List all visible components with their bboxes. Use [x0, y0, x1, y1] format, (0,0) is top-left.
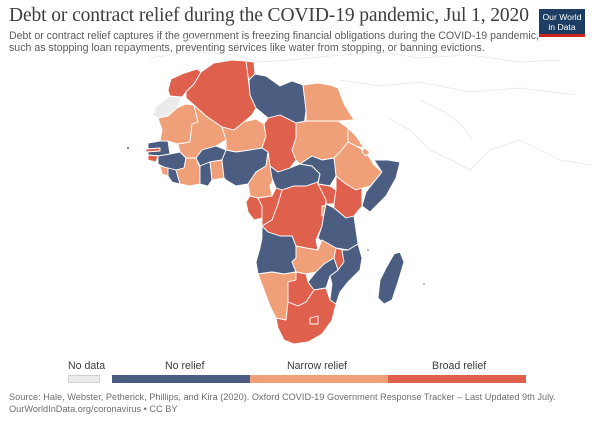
- region-south-sudan[interactable]: [299, 155, 337, 187]
- region-egypt[interactable]: [302, 82, 355, 122]
- region-gambia[interactable]: [145, 147, 161, 153]
- region-ghana[interactable]: [199, 161, 213, 187]
- region-djibouti[interactable]: [361, 147, 371, 157]
- legend-label-broad-relief: Broad relief: [432, 360, 487, 372]
- source-line-1: Source: Hale, Webster, Petherick, Philli…: [9, 392, 556, 402]
- region-lesotho[interactable]: [309, 315, 319, 325]
- legend-swatch-no-data[interactable]: [68, 375, 100, 383]
- region-guinea-bissau[interactable]: [147, 154, 159, 163]
- region-sierra-leone[interactable]: [159, 165, 169, 177]
- source-line-2[interactable]: OurWorldInData.org/coronavirus • CC BY: [9, 403, 178, 414]
- region-south-africa[interactable]: [275, 287, 337, 345]
- legend-swatch-no-relief[interactable]: [112, 375, 250, 383]
- owid-logo[interactable]: Our World in Data: [539, 9, 585, 37]
- region-comoros[interactable]: [366, 248, 370, 252]
- legend-label-no-relief: No relief: [165, 360, 205, 372]
- region-mauritius[interactable]: [422, 282, 426, 286]
- map-regions: [126, 59, 426, 345]
- legend-label-narrow-relief: Narrow relief: [287, 360, 348, 372]
- surrounding-land-outlines: [119, 37, 591, 171]
- region-eritrea[interactable]: [347, 127, 365, 149]
- legend-swatch-broad-relief[interactable]: [388, 375, 526, 383]
- region-cameroon[interactable]: [247, 151, 277, 199]
- region-madagascar[interactable]: [377, 251, 405, 305]
- subtitle-line-2: such as stopping loan repayments, preven…: [9, 42, 485, 55]
- logo-line-2: in Data: [548, 22, 576, 32]
- legend-swatch-narrow-relief[interactable]: [250, 375, 388, 383]
- legend-label-no-data: No data: [68, 360, 106, 372]
- chart-title: Debt or contract relief during the COVID…: [9, 5, 529, 26]
- region-somalia[interactable]: [361, 159, 401, 213]
- subtitle-line-1: Debt or contract relief captures if the …: [9, 30, 539, 42]
- chart-subtitle: Debt or contract relief captures if the …: [9, 30, 539, 55]
- region-cape-verde[interactable]: [126, 146, 130, 150]
- source-footer: Source: Hale, Webster, Petherick, Philli…: [9, 392, 556, 415]
- logo-line-1: Our World: [542, 12, 582, 22]
